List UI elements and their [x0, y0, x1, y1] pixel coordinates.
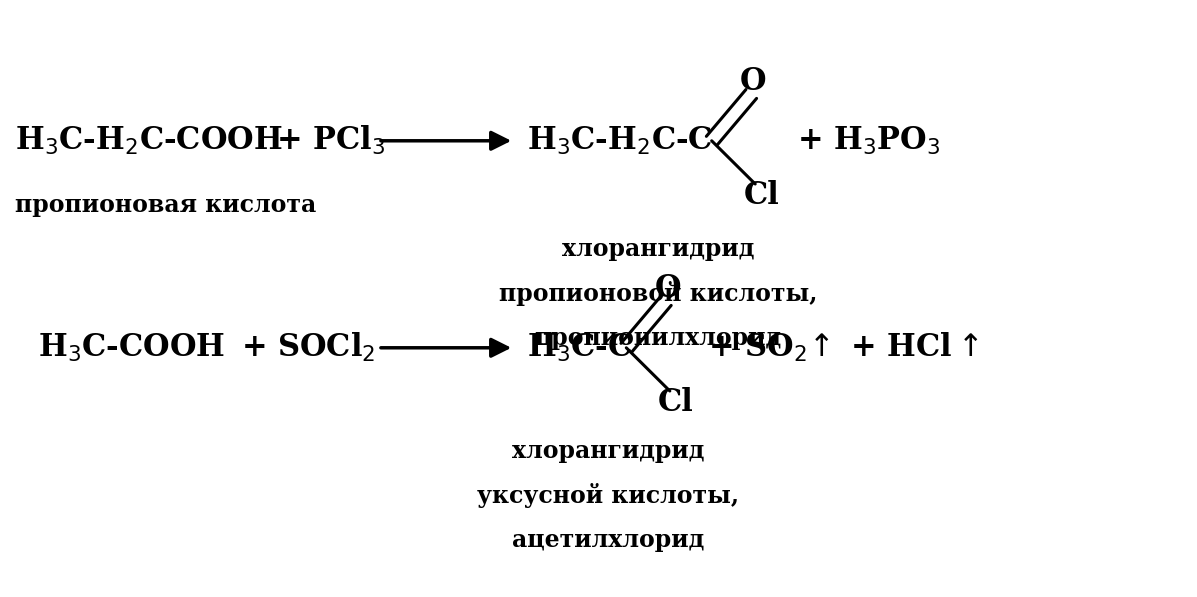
Text: пропионовая кислота: пропионовая кислота [14, 193, 316, 217]
Text: + H$_3$PO$_3$: + H$_3$PO$_3$ [797, 125, 941, 157]
Text: пропионовой кислоты,: пропионовой кислоты, [499, 281, 818, 306]
Text: Cl: Cl [658, 387, 693, 418]
Text: H$_3$C-H$_2$C-C: H$_3$C-H$_2$C-C [527, 125, 712, 157]
Text: O: O [740, 66, 766, 97]
Text: + PCl$_3$: + PCl$_3$ [275, 124, 385, 158]
Text: хлорангидрид: хлорангидрид [512, 439, 705, 463]
Text: + SOCl$_2$: + SOCl$_2$ [241, 331, 376, 364]
Text: H$_3$C-H$_2$C-COOH: H$_3$C-H$_2$C-COOH [14, 125, 282, 157]
Text: H$_3$C-COOH: H$_3$C-COOH [37, 332, 225, 364]
Text: H$_3$C-C: H$_3$C-C [527, 332, 632, 364]
Text: ацетилхлорид: ацетилхлорид [512, 528, 705, 552]
Text: пропионилхлорид: пропионилхлорид [535, 326, 782, 350]
Text: уксусной кислоты,: уксусной кислоты, [478, 483, 740, 508]
Text: O: O [655, 273, 681, 304]
Text: хлорангидрид: хлорангидрид [561, 237, 754, 261]
Text: + SO$_2\!\uparrow$ + HCl$\uparrow$: + SO$_2\!\uparrow$ + HCl$\uparrow$ [707, 331, 978, 364]
Text: Cl: Cl [743, 180, 779, 211]
